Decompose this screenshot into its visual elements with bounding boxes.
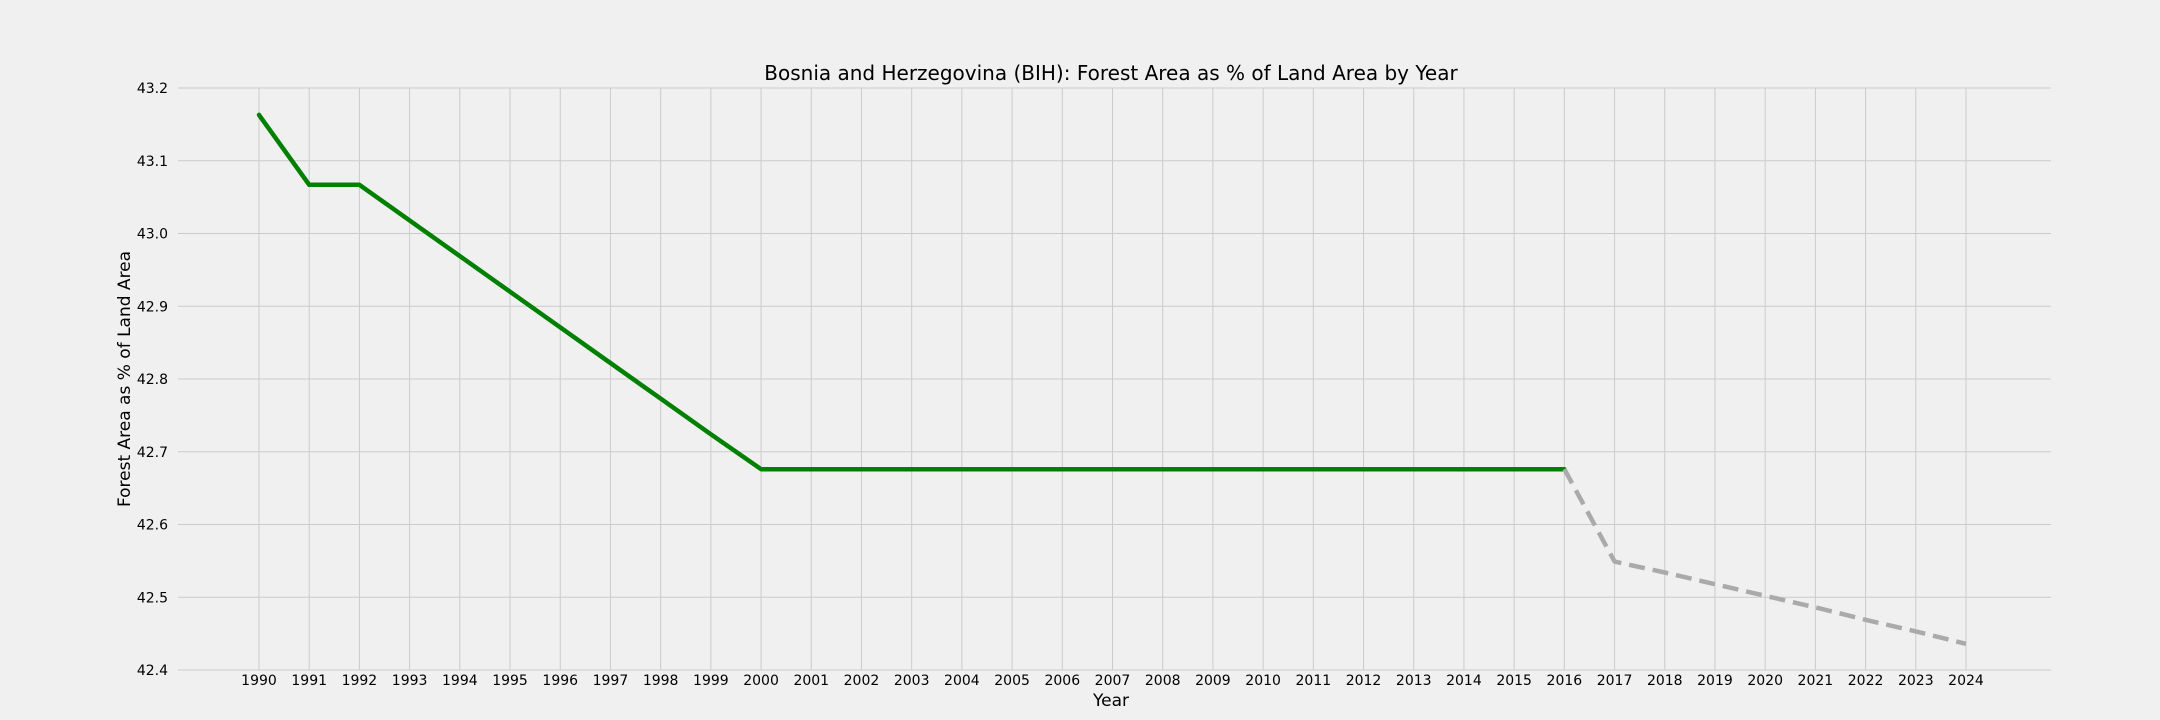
x-tick-label: 1998 [643,673,679,689]
x-tick-label: 1990 [241,673,277,689]
y-axis-label: Forest Area as % of Land Area [115,251,135,507]
y-tick-label: 42.8 [137,372,168,388]
x-tick-label: 2005 [994,673,1030,689]
x-tick-label: 2011 [1296,673,1332,689]
x-tick-label: 1997 [593,673,629,689]
x-tick-label: 2023 [1898,673,1934,689]
x-tick-label: 2010 [1245,673,1281,689]
x-tick-label: 2013 [1396,673,1432,689]
y-tick-label: 42.4 [137,663,168,679]
y-tick-label: 42.5 [137,590,168,606]
x-tick-label: 2006 [1044,673,1080,689]
y-tick-label: 42.6 [137,518,168,534]
x-tick-label: 1995 [492,673,528,689]
x-tick-label: 2008 [1145,673,1181,689]
x-tick-label: 2022 [1848,673,1884,689]
y-tick-label: 43.2 [137,81,168,97]
x-tick-label: 2017 [1597,673,1633,689]
x-tick-label: 2019 [1697,673,1733,689]
chart-title: Bosnia and Herzegovina (BIH): Forest Are… [764,61,1458,85]
x-tick-label: 2009 [1195,673,1231,689]
x-tick-label: 2001 [793,673,829,689]
x-tick-label: 1992 [342,673,378,689]
x-tick-label: 1993 [392,673,428,689]
series-lines [256,112,1967,646]
x-tick-label: 1991 [291,673,327,689]
actual-series-line [256,112,1567,472]
projected-series-line [1562,468,1967,646]
x-axis-label: Year [1092,691,1129,711]
x-tick-label: 1999 [693,673,729,689]
x-tick-label: 2016 [1547,673,1583,689]
y-tick-label: 42.7 [137,445,168,461]
y-tick-label: 42.9 [137,299,168,315]
x-tick-label: 2003 [894,673,930,689]
x-tick-label: 2007 [1095,673,1131,689]
x-tick-label: 1996 [542,673,578,689]
x-axis-ticks: 1990 1991 1992 1993 1994 1995 1996 1997 1998 1999… [241,673,1984,689]
x-tick-label: 2021 [1798,673,1834,689]
x-tick-label: 2004 [944,673,980,689]
x-tick-label: 2020 [1747,673,1783,689]
x-tick-label: 2002 [844,673,880,689]
x-tick-label: 2024 [1948,673,1984,689]
x-tick-label: 2000 [743,673,779,689]
x-tick-label: 1994 [442,673,478,689]
y-axis-ticks: 42.4 42.5 42.6 42.7 42.8 42.9 43.0 43.1 43.2 [137,81,168,679]
x-tick-label: 2018 [1647,673,1683,689]
x-tick-label: 2012 [1346,673,1382,689]
x-tick-label: 2015 [1496,673,1532,689]
y-tick-label: 43.0 [137,227,168,243]
x-tick-label: 2014 [1446,673,1482,689]
y-tick-label: 43.1 [137,154,168,170]
